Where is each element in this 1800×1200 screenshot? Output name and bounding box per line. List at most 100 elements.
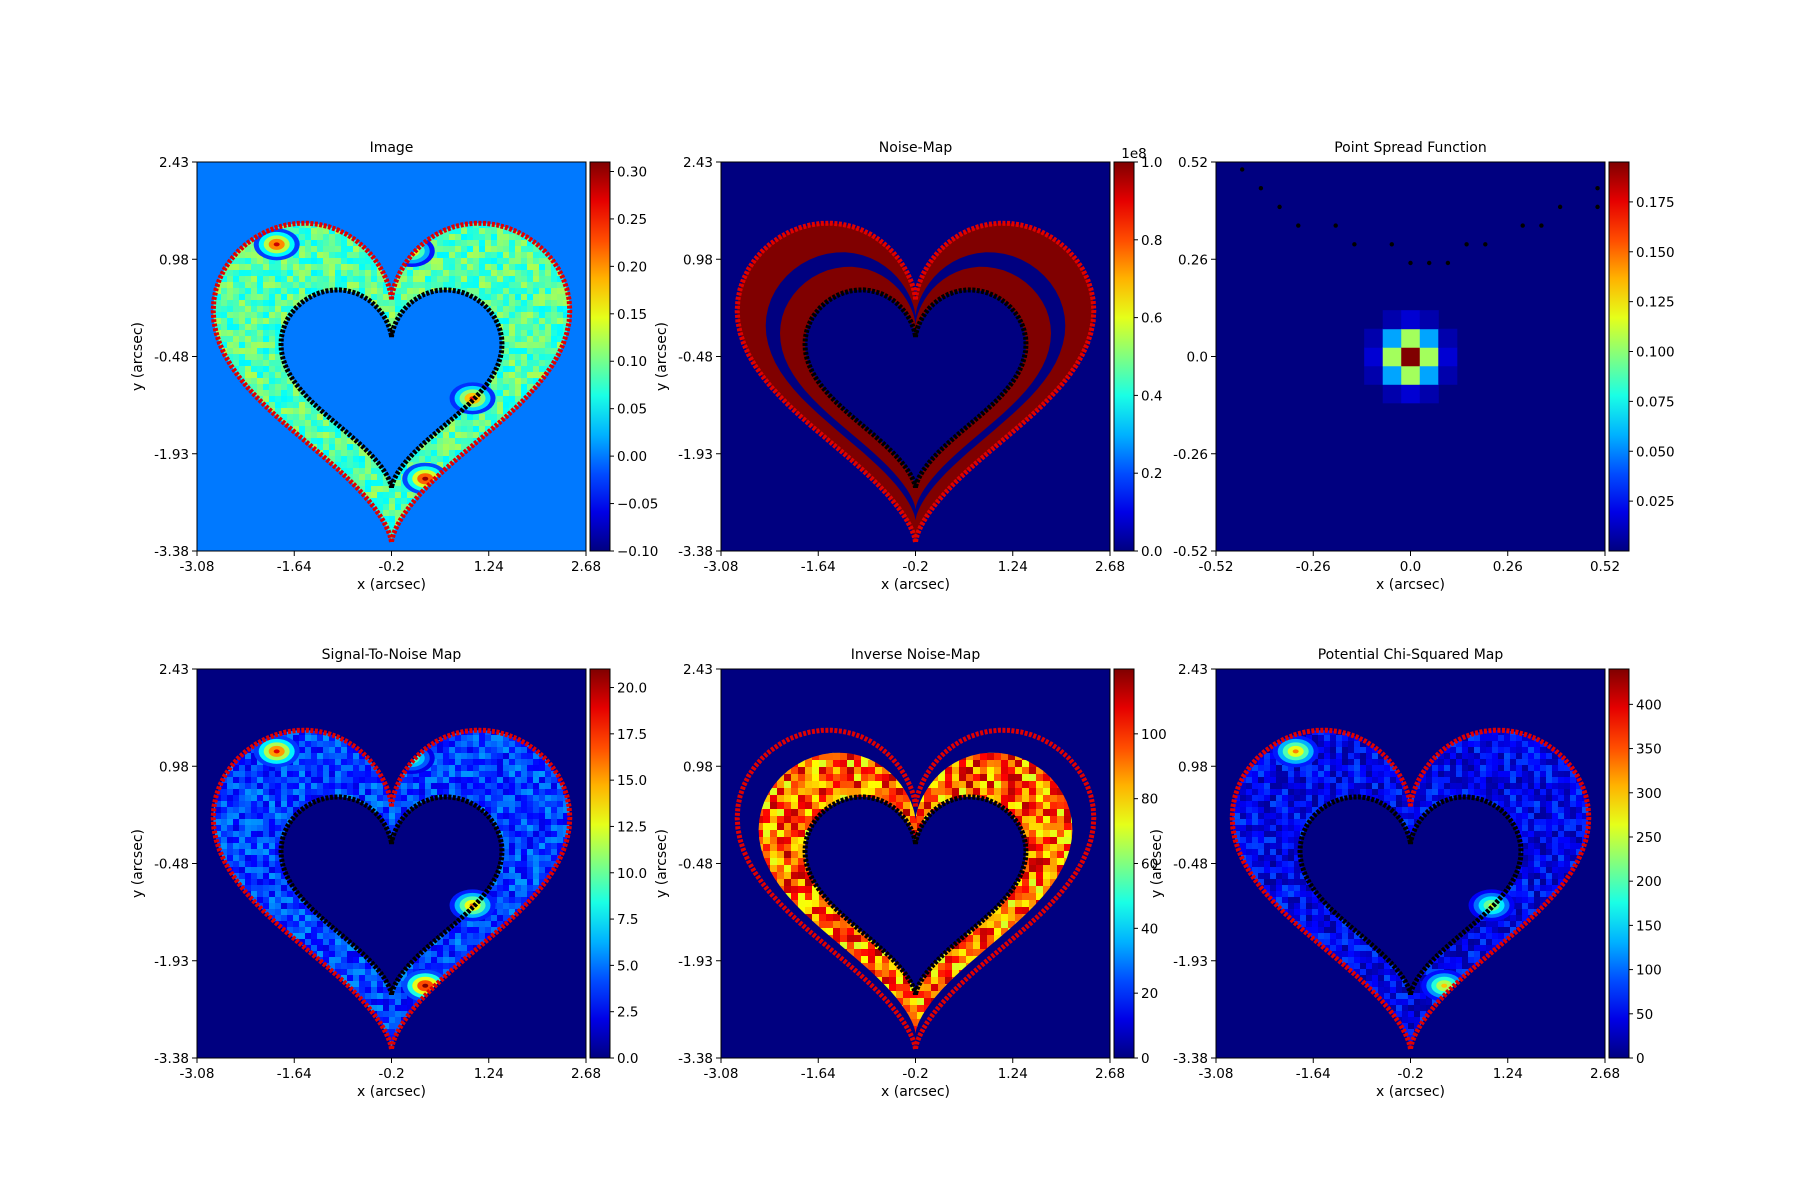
heatmap-pixel	[551, 342, 558, 349]
heatmap-pixel	[479, 276, 486, 283]
heatmap-pixel	[251, 312, 258, 319]
heatmap-pixel	[419, 282, 426, 289]
colorbar-tick-label: 0.6	[1141, 311, 1162, 327]
heatmap-pixel	[509, 246, 516, 253]
heatmap-pixel	[245, 765, 252, 772]
heatmap-pixel	[263, 360, 270, 367]
heatmap-pixel	[299, 420, 306, 427]
colorbar-tick-label: 0.15	[617, 307, 647, 323]
heatmap-pixel	[497, 288, 504, 295]
heatmap-pixel	[239, 336, 246, 343]
heatmap-pixel	[551, 288, 558, 295]
heatmap-pixel	[515, 246, 522, 253]
heatmap-pixel	[431, 282, 438, 289]
heatmap-pixel	[395, 492, 402, 499]
heatmap-pixel	[263, 258, 270, 265]
heatmap-pixel	[347, 246, 354, 253]
heatmap-pixel	[341, 270, 348, 277]
heatmap-pixel	[539, 276, 546, 283]
heatmap-pixel	[245, 366, 252, 373]
heatmap-pixel	[371, 474, 378, 481]
heatmap-pixel	[239, 759, 246, 766]
heatmap-pixel	[305, 234, 312, 241]
heatmap-pixel	[365, 462, 372, 469]
heatmap-pixel	[233, 771, 240, 778]
heatmap-pixel	[449, 450, 456, 457]
heatmap-pixel	[347, 282, 354, 289]
heatmap-pixel	[395, 306, 402, 313]
heatmap-pixel	[443, 252, 450, 259]
heatmap-pixel	[221, 849, 228, 856]
heatmap-pixel	[515, 252, 522, 259]
heatmap-pixel	[245, 372, 252, 379]
heatmap-pixel	[251, 288, 258, 295]
heatmap-pixel	[257, 324, 264, 331]
heatmap-pixel	[329, 282, 336, 289]
heatmap-pixel	[281, 414, 288, 421]
heatmap-pixel	[347, 438, 354, 445]
heatmap-pixel	[281, 396, 288, 403]
heatmap-pixel	[317, 276, 324, 283]
heatmap-pixel	[335, 456, 342, 463]
heatmap-pixel	[461, 270, 468, 277]
heatmap-pixel	[491, 240, 498, 247]
heatmap-pixel	[461, 240, 468, 247]
heatmap-pixel	[497, 270, 504, 277]
heatmap-pixel	[329, 240, 336, 247]
heatmap-pixel	[299, 426, 306, 433]
heatmap-pixel	[497, 306, 504, 313]
heatmap-pixel	[509, 252, 516, 259]
heatmap-pixel	[503, 246, 510, 253]
x-tick-label: 1.24	[474, 559, 504, 575]
heatmap-pixel	[479, 414, 486, 421]
heatmap-pixel	[341, 258, 348, 265]
heatmap-pixel	[263, 372, 270, 379]
heatmap-pixel	[221, 294, 228, 301]
heatmap-pixel	[431, 450, 438, 457]
heatmap-pixel	[449, 264, 456, 271]
heatmap-pixel	[509, 282, 516, 289]
heatmap-pixel	[347, 240, 354, 247]
heatmap-pixel	[335, 450, 342, 457]
heatmap-pixel	[437, 276, 444, 283]
heatmap-pixel	[233, 819, 240, 826]
heatmap-pixel	[431, 264, 438, 271]
y-tick-label: 2.43	[159, 155, 189, 171]
heatmap-pixel	[305, 408, 312, 415]
x-axis-label: x (arcsec)	[357, 577, 426, 593]
heatmap-pixel	[527, 336, 534, 343]
panel-1: Image-3.08 -1.64 -0.2 1.24 2.682.430.98-0.48…	[130, 140, 658, 593]
heatmap-pixel	[233, 300, 240, 307]
heatmap-pixel	[515, 402, 522, 409]
heatmap-pixel	[497, 294, 504, 301]
heatmap-pixel	[425, 456, 432, 463]
heatmap-pixel	[509, 294, 516, 301]
heatmap-pixel	[359, 282, 366, 289]
x-tick-label: 2.68	[1095, 559, 1125, 575]
heatmap-pixel	[239, 771, 246, 778]
heatmap-pixel	[527, 306, 534, 313]
heatmap-pixel	[221, 819, 228, 826]
heatmap-pixel	[431, 252, 438, 259]
heatmap-pixel	[245, 795, 252, 802]
heatmap-pixel	[497, 396, 504, 403]
heatmap-pixel	[269, 366, 276, 373]
heatmap-pixel	[335, 270, 342, 277]
heatmap-pixel	[479, 258, 486, 265]
heatmap-pixel	[293, 270, 300, 277]
heatmap-pixel	[521, 318, 528, 325]
heatmap-pixel	[305, 414, 312, 421]
heatmap-pixel	[263, 294, 270, 301]
heatmap-pixel	[443, 426, 450, 433]
heatmap-pixel	[305, 282, 312, 289]
heatmap-pixel	[275, 294, 282, 301]
heatmap-pixel	[521, 342, 528, 349]
heatmap-pixel	[455, 276, 462, 283]
heatmap-pixel	[281, 408, 288, 415]
heatmap-pixel	[407, 462, 414, 469]
heatmap-pixel	[539, 324, 546, 331]
heatmap-pixel	[545, 258, 552, 265]
heatmap-pixel	[233, 288, 240, 295]
heatmap-pixel	[533, 300, 540, 307]
heatmap-pixel	[383, 480, 390, 487]
